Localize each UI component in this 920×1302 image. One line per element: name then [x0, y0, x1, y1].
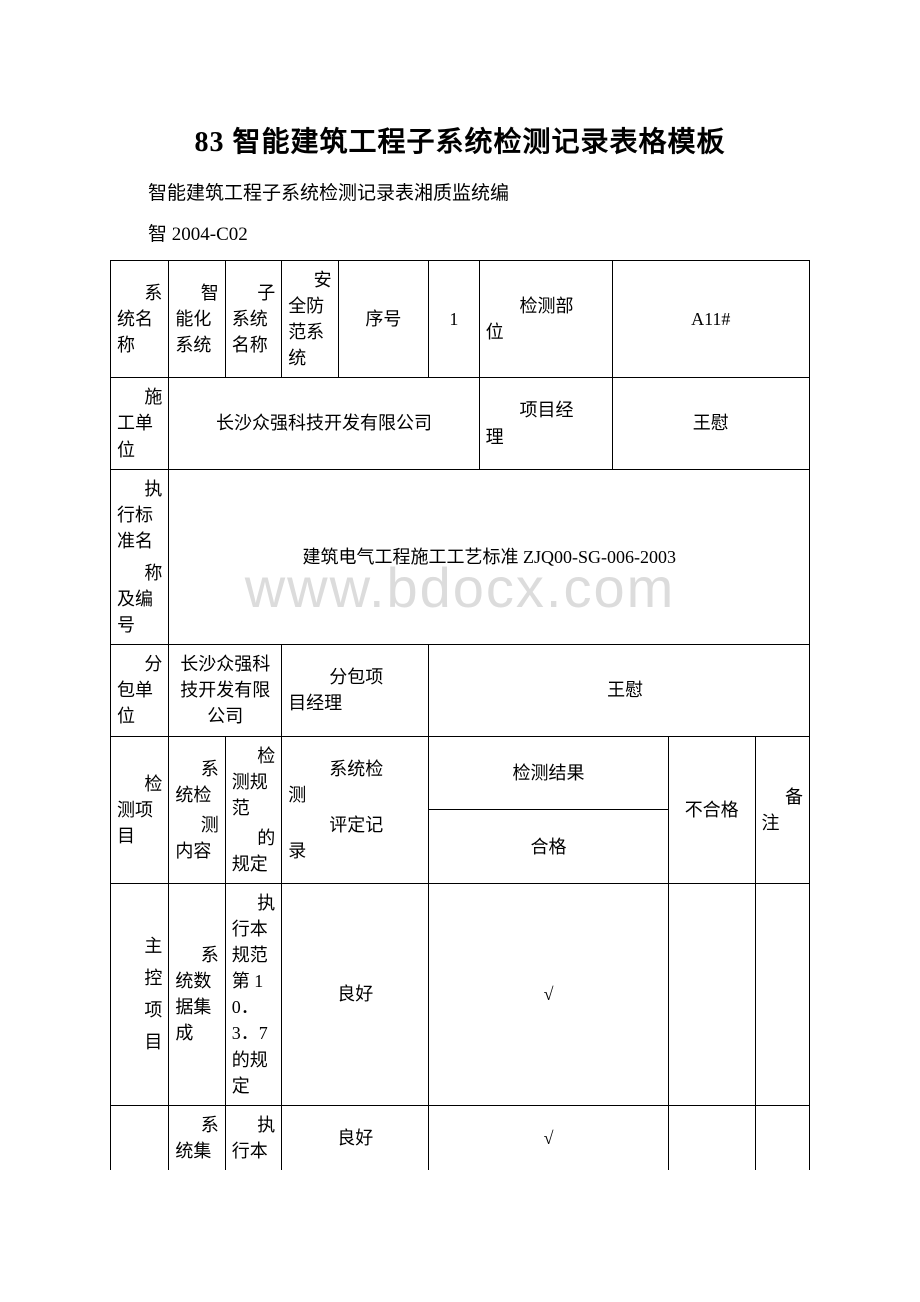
pm-value: 王慰: [612, 378, 810, 469]
table-row: 系 统集 执 行本 良好 √: [111, 1105, 810, 1170]
subcontract-pm-label: 分包项 目经理: [282, 645, 429, 736]
table-row: 主 控 项 目 系 统数据集成 执 行本规范第 10．3．7 的规定 良好: [111, 883, 810, 1105]
spec-cell: 执 行本规范第 10．3．7 的规定: [225, 883, 281, 1105]
construction-unit-label: 施 工单位: [111, 378, 169, 469]
ng-cell: [668, 883, 755, 1105]
note-cell: [755, 883, 810, 1105]
subsys-value: 安 全防范系统: [282, 261, 338, 378]
content-cell: 系 统数据集成: [169, 883, 225, 1105]
spec-cell: 执 行本: [225, 1105, 281, 1170]
page-subtitle: 智能建筑工程子系统检测记录表湘质监统编: [110, 178, 810, 205]
seq-value: 1: [429, 261, 479, 378]
dept-value: A11#: [612, 261, 810, 378]
ok-cell: √: [429, 883, 669, 1105]
ng-cell: [668, 1105, 755, 1170]
standard-label: 执 行标准名 称 及编号: [111, 469, 169, 645]
subcontract-value: 长沙众强科技开发有限公司: [169, 645, 282, 736]
page-title: 83 智能建筑工程子系统检测记录表格模板: [110, 120, 810, 160]
note-header: 备 注: [755, 736, 810, 883]
main-item-label: 主 控 项 目: [111, 883, 169, 1105]
standard-value: 建筑电气工程施工工艺标准 ZJQ00-SG-006-2003: [169, 469, 810, 645]
item-header: 检 测项目: [111, 736, 169, 883]
content-cell: 系 统集: [169, 1105, 225, 1170]
subsys-label: 子 系统名称: [225, 261, 281, 378]
sys-name-value: 智 能化系统: [169, 261, 225, 378]
table-row: 检 测项目 系 统检 测 内容 检 测规范 的 规定: [111, 736, 810, 810]
seq-label: 序号: [338, 261, 429, 378]
record-cell: 良好: [282, 1105, 429, 1170]
table-row: 分 包单位 长沙众强科技开发有限公司 分包项 目经理 王慰: [111, 645, 810, 736]
ng-header: 不合格: [668, 736, 755, 883]
subcontract-pm-value: 王慰: [429, 645, 810, 736]
note-cell: [755, 1105, 810, 1170]
document-number: 智 2004-C02: [110, 219, 810, 246]
record-cell: 良好: [282, 883, 429, 1105]
inspection-table: 系 统名称 智 能化系统 子 系统名称 安 全防范系统: [110, 260, 810, 1170]
table-row: 系 统名称 智 能化系统 子 系统名称 安 全防范系统: [111, 261, 810, 378]
spec-header: 检 测规范 的 规定: [225, 736, 281, 883]
ok-header: 合格: [429, 810, 669, 884]
table-row: 执 行标准名 称 及编号 建筑电气工程施工工艺标准 ZJQ00-SG-006-2…: [111, 469, 810, 645]
dept-label: 检测部 位: [479, 261, 612, 378]
record-header: 系统检 测 评定记 录: [282, 736, 429, 883]
pm-label: 项目经 理: [479, 378, 612, 469]
main-item-label-cont: [111, 1105, 169, 1170]
sys-name-label: 系 统名称: [111, 261, 169, 378]
subcontract-label: 分 包单位: [111, 645, 169, 736]
ok-cell: √: [429, 1105, 669, 1170]
content-header: 系 统检 测 内容: [169, 736, 225, 883]
construction-unit-value: 长沙众强科技开发有限公司: [169, 378, 479, 469]
table-row: 施 工单位 长沙众强科技开发有限公司 项目经 理 王慰: [111, 378, 810, 469]
result-header: 检测结果: [429, 736, 669, 810]
